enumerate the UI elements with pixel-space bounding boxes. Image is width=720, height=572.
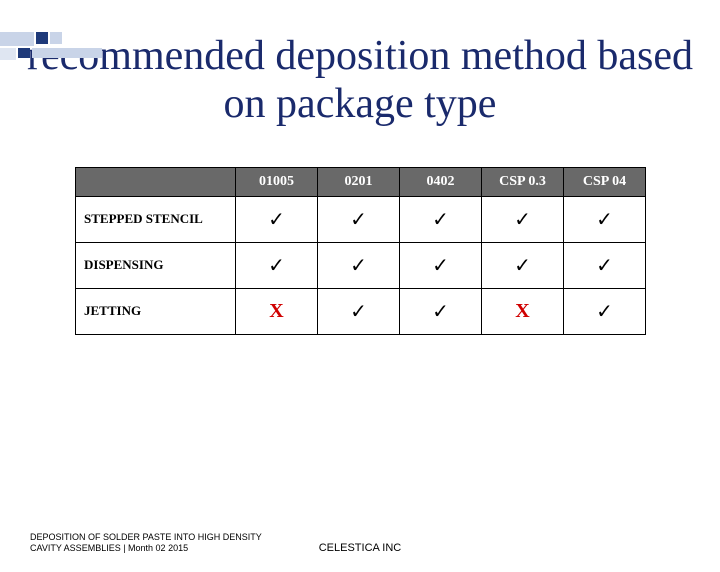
table-cell: ✓ [564,196,646,242]
check-icon: ✓ [432,209,449,231]
table-cell: ✓ [564,288,646,334]
check-icon: ✓ [514,209,531,231]
cross-icon: X [515,300,529,322]
table-cell: ✓ [564,242,646,288]
table-header-0201: 0201 [318,167,400,196]
deco-rect [50,32,62,44]
table-header-blank [76,167,236,196]
footer-left-text: DEPOSITION OF SOLDER PASTE INTO HIGH DEN… [30,532,290,554]
table-row: STEPPED STENCIL ✓ ✓ ✓ ✓ ✓ [76,196,646,242]
table-cell: ✓ [400,196,482,242]
table-header-csp04: CSP 04 [564,167,646,196]
check-icon: ✓ [350,209,367,231]
table-cell: ✓ [318,196,400,242]
table-cell: ✓ [482,242,564,288]
check-icon: ✓ [268,255,285,277]
table-cell: ✓ [482,196,564,242]
table-cell: ✓ [318,242,400,288]
check-icon: ✓ [350,301,367,323]
deco-rect [0,48,16,60]
table-cell: ✓ [236,196,318,242]
cross-icon: X [269,300,283,322]
table-cell: ✓ [400,288,482,334]
deposition-table-wrap: 01005 0201 0402 CSP 0.3 CSP 04 STEPPED S… [75,167,645,335]
deco-rect [18,48,30,58]
check-icon: ✓ [268,209,285,231]
table-header-0402: 0402 [400,167,482,196]
deposition-table: 01005 0201 0402 CSP 0.3 CSP 04 STEPPED S… [75,167,646,335]
check-icon: ✓ [596,255,613,277]
check-icon: ✓ [432,301,449,323]
check-icon: ✓ [514,255,531,277]
check-icon: ✓ [596,301,613,323]
check-icon: ✓ [596,209,613,231]
table-cell: ✓ [236,242,318,288]
table-cell: X [482,288,564,334]
footer-center-text: CELESTICA INC [319,542,402,554]
table-row-label: JETTING [76,288,236,334]
check-icon: ✓ [432,255,449,277]
table-row: JETTING X ✓ ✓ X ✓ [76,288,646,334]
table-cell: X [236,288,318,334]
table-header-row: 01005 0201 0402 CSP 0.3 CSP 04 [76,167,646,196]
table-row-label: DISPENSING [76,242,236,288]
table-cell: ✓ [318,288,400,334]
table-header-01005: 01005 [236,167,318,196]
deco-rect [36,32,48,44]
table-row: DISPENSING ✓ ✓ ✓ ✓ ✓ [76,242,646,288]
table-header-csp03: CSP 0.3 [482,167,564,196]
table-row-label: STEPPED STENCIL [76,196,236,242]
deco-rect [0,32,34,46]
corner-decoration [0,32,130,72]
deco-rect [32,48,102,58]
check-icon: ✓ [350,255,367,277]
table-cell: ✓ [400,242,482,288]
